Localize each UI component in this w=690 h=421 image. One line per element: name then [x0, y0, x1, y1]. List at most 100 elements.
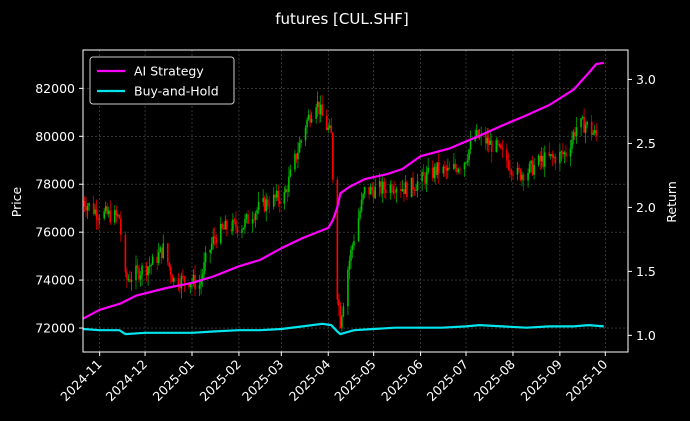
candle-body — [391, 184, 393, 193]
candle-body — [553, 156, 555, 158]
candle-body — [262, 197, 264, 203]
candle-body — [447, 167, 449, 171]
candle-body — [575, 127, 578, 136]
candle-body — [486, 137, 489, 144]
legend-box — [89, 56, 235, 105]
candle-body — [519, 169, 522, 180]
candle-body — [319, 104, 322, 115]
candle-body — [424, 175, 426, 184]
candle-body — [247, 214, 249, 224]
candle-body — [321, 104, 323, 116]
candle-body — [224, 220, 227, 230]
candle-body — [350, 249, 352, 261]
candle-body — [539, 155, 541, 162]
candle-body — [147, 267, 149, 276]
candle-body — [135, 265, 137, 281]
candle-body — [554, 156, 557, 164]
candle-body — [171, 275, 174, 282]
candle-body — [466, 160, 469, 163]
candle-body — [156, 256, 158, 263]
candle-body — [300, 140, 302, 143]
candle-body — [295, 153, 298, 160]
candle-body — [297, 152, 299, 160]
candle-body — [389, 184, 392, 193]
candle-body — [219, 223, 222, 244]
candle-body — [113, 210, 116, 223]
candle-body — [448, 167, 451, 170]
candle-body — [254, 213, 257, 220]
candle-body — [268, 205, 271, 207]
candle-body — [569, 148, 572, 157]
candle-body — [348, 260, 351, 270]
y2-tick-label: 1.0 — [636, 328, 656, 343]
candle-body — [374, 186, 376, 199]
candle-body — [266, 199, 269, 206]
candle-body — [325, 115, 328, 130]
candle-body — [468, 149, 470, 161]
candle-body — [275, 190, 278, 198]
candle-body — [484, 134, 487, 144]
legend-label: Buy-and-Hold — [134, 84, 219, 99]
candle-body — [583, 117, 585, 133]
candle-body — [95, 209, 98, 220]
candle-body — [384, 189, 387, 193]
candle-body — [531, 160, 534, 175]
candle-body — [500, 144, 502, 149]
candle-body — [522, 174, 525, 181]
candle-body — [518, 167, 520, 170]
candle-body — [288, 176, 290, 192]
candle-body — [563, 152, 566, 155]
candle-body — [433, 166, 436, 179]
candle-body — [274, 194, 277, 198]
candle-body — [530, 160, 532, 164]
candle-body — [465, 162, 467, 164]
candle-body — [157, 252, 160, 263]
candle-body — [338, 299, 340, 306]
candle-body — [427, 167, 429, 173]
candle-body — [548, 152, 551, 156]
series-line-buy-and-hold — [82, 322, 604, 336]
candle-body — [150, 264, 152, 266]
chart-title: futures [CUL.SHF] — [275, 10, 409, 28]
candle-body — [118, 214, 121, 219]
candle-body — [401, 188, 404, 191]
price-candles — [82, 91, 598, 332]
candle-body — [221, 223, 224, 228]
candle-body — [509, 169, 511, 171]
candle-body — [403, 188, 405, 194]
candle-body — [412, 177, 414, 190]
candle-body — [148, 265, 151, 268]
candle-body — [336, 179, 339, 300]
candle-body — [406, 182, 408, 198]
candle-body — [251, 219, 254, 224]
candle-body — [542, 155, 545, 167]
candle-body — [395, 189, 398, 193]
candle-body — [478, 136, 481, 138]
candle-body — [469, 140, 472, 150]
candle-body — [209, 249, 211, 253]
candle-body — [173, 278, 175, 282]
candle-body — [256, 209, 258, 214]
candle-body — [180, 276, 183, 289]
candle-body — [584, 124, 587, 133]
candle-body — [263, 197, 266, 212]
candle-body — [560, 151, 563, 153]
candle-body — [285, 189, 287, 193]
candle-body — [410, 177, 413, 198]
candle-body — [192, 274, 195, 282]
candle-body — [442, 166, 445, 174]
candle-body — [357, 218, 360, 242]
return-lines — [82, 61, 604, 336]
candle-body — [104, 206, 107, 212]
candle-body — [489, 140, 492, 145]
candle-body — [571, 139, 573, 149]
candle-body — [203, 262, 205, 275]
candle-body — [159, 247, 162, 253]
candle-body — [551, 154, 554, 157]
candle-body — [404, 182, 407, 194]
candle-body — [339, 305, 342, 328]
candle-body — [593, 130, 596, 134]
candle-body — [200, 279, 202, 285]
candle-body — [392, 191, 395, 193]
